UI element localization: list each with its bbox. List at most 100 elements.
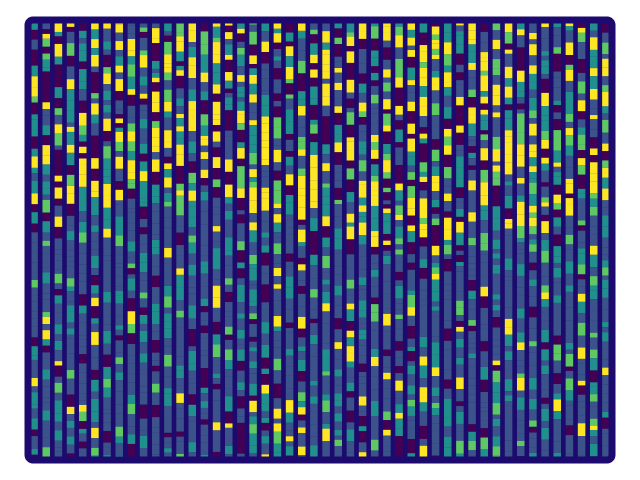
stripe-segment xyxy=(419,347,428,357)
stripe-segment xyxy=(91,39,99,49)
stripe-segment xyxy=(419,365,428,379)
stripe-segment xyxy=(358,300,367,311)
stripe-segment xyxy=(188,404,197,417)
stripe-segment xyxy=(285,253,294,262)
stripe-segment xyxy=(395,147,403,154)
stripe-segment xyxy=(468,358,476,367)
stripe-segment xyxy=(504,49,513,54)
stripe-segment xyxy=(431,70,440,78)
stripe-segment xyxy=(188,305,197,319)
stripe-segment xyxy=(589,406,598,419)
stripe-segment xyxy=(407,415,416,421)
stripe-segment xyxy=(370,26,379,39)
stripe-segment xyxy=(346,367,355,378)
stripe-segment xyxy=(553,61,562,72)
stripe-segment xyxy=(443,193,452,202)
stripe-segment xyxy=(66,444,75,454)
stripe-segment xyxy=(237,382,245,391)
stripe-segment xyxy=(285,202,294,215)
stripe-segment xyxy=(42,102,51,110)
stripe-segment xyxy=(419,155,428,163)
stripe-segment xyxy=(310,318,318,324)
stripe-segment xyxy=(273,162,282,171)
stripe-segment xyxy=(261,252,270,266)
stripe-segment xyxy=(151,239,160,248)
stripe-segment xyxy=(383,178,391,183)
stripe-segment xyxy=(78,372,87,384)
stripe-segment xyxy=(30,136,38,149)
stripe-segment xyxy=(273,190,282,204)
stripe-segment xyxy=(151,340,160,353)
stripe-segment xyxy=(589,349,598,359)
stripe-segment xyxy=(285,366,294,376)
stripe-segment xyxy=(212,378,221,384)
stripe-segment xyxy=(565,64,574,70)
stripe-segment xyxy=(78,346,87,355)
stripe-segment xyxy=(91,83,99,94)
stripe-segment xyxy=(334,253,343,267)
stripe-segment xyxy=(285,109,294,122)
stripe-segment xyxy=(565,353,574,367)
stripe-segment xyxy=(66,110,75,123)
stripe-segment xyxy=(66,100,75,111)
stripe-segment xyxy=(334,187,343,195)
stripe-segment xyxy=(468,69,476,78)
stripe-segment xyxy=(370,195,379,206)
stripe-segment xyxy=(443,307,452,321)
stripe-segment xyxy=(78,112,87,126)
stripe-segment xyxy=(504,219,513,224)
stripe-segment xyxy=(212,93,221,102)
stripe-segment xyxy=(468,20,476,31)
stripe-segment xyxy=(273,383,282,394)
stripe-segment xyxy=(224,250,233,256)
stripe-segment xyxy=(310,396,318,404)
stripe-segment xyxy=(139,448,148,459)
stripe-segment xyxy=(468,30,476,40)
stripe-segment xyxy=(443,42,452,55)
stripe-segment xyxy=(370,304,379,313)
stripe-segment xyxy=(468,165,476,170)
stripe-segment xyxy=(249,144,257,153)
stripe-segment xyxy=(334,106,343,113)
stripe-segment xyxy=(310,34,318,44)
stripe-segment xyxy=(30,204,38,213)
stripe-segment xyxy=(237,123,245,130)
stripe-segment xyxy=(103,41,111,50)
stripe-segment xyxy=(30,96,38,103)
stripe-segment xyxy=(249,169,257,178)
stripe-segment xyxy=(30,102,38,115)
stripe-segment xyxy=(407,294,416,308)
stripe-segment xyxy=(358,289,367,301)
stripe-segment xyxy=(176,393,184,403)
stripe-segment xyxy=(176,255,184,269)
stripe-segment xyxy=(66,291,75,302)
stripe-segment xyxy=(237,241,245,251)
stripe-segment xyxy=(370,312,379,322)
stripe-segment xyxy=(492,218,501,231)
stripe-segment xyxy=(383,398,391,412)
stripe-segment xyxy=(516,433,525,441)
stripe-segment xyxy=(431,26,440,35)
stripe-segment xyxy=(127,268,136,275)
stripe-segment xyxy=(553,35,562,48)
stripe-segment xyxy=(54,98,63,109)
stripe-segment xyxy=(297,136,306,142)
stripe-segment xyxy=(395,341,403,351)
stripe-segment xyxy=(66,345,75,354)
stripe-segment xyxy=(188,383,197,388)
stripe-segment xyxy=(310,63,318,70)
stripe-segment xyxy=(30,326,38,338)
stripe-segment xyxy=(577,313,586,323)
stripe-segment xyxy=(553,203,562,210)
stripe-segment xyxy=(589,198,598,207)
stripe-segment xyxy=(164,141,172,148)
stripe-segment xyxy=(66,414,75,421)
stripe-segment xyxy=(273,243,282,255)
stripe-segment xyxy=(468,385,476,395)
stripe-segment xyxy=(151,432,160,445)
stripe-segment xyxy=(139,27,148,32)
stripe-segment xyxy=(54,400,63,414)
stripe-segment xyxy=(383,233,391,241)
stripe-segment xyxy=(529,432,537,439)
stripe-segment xyxy=(200,298,209,307)
